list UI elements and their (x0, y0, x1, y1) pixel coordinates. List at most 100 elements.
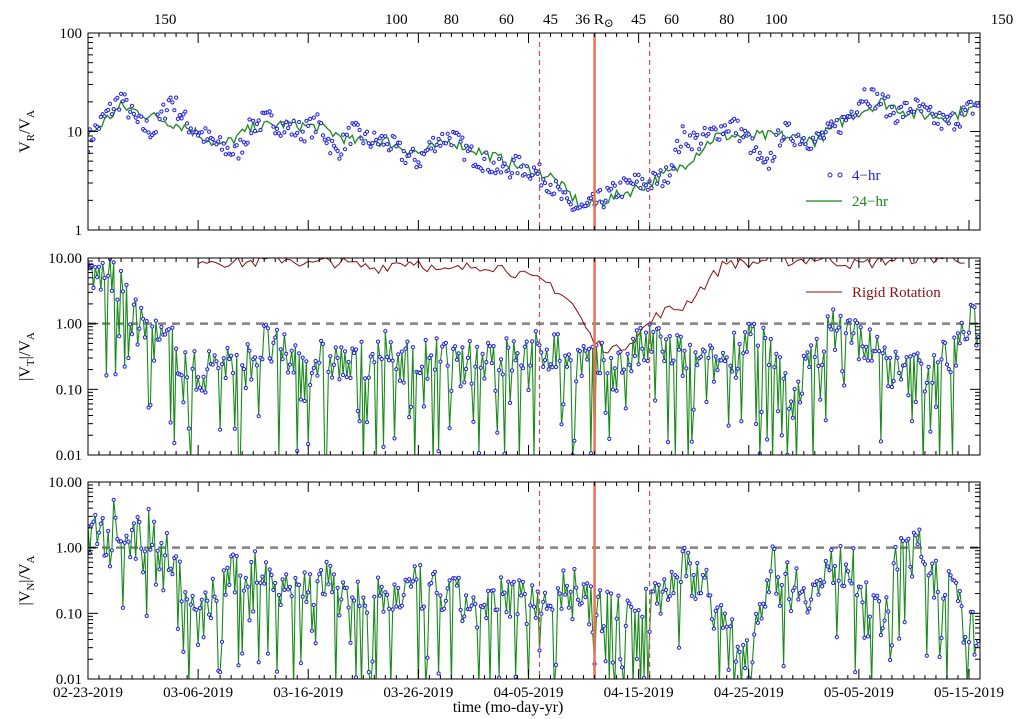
data-point (794, 566, 799, 571)
data-point (772, 365, 777, 370)
data-point (759, 409, 764, 414)
data-point (289, 132, 294, 137)
data-point (199, 597, 204, 602)
data-point (408, 404, 414, 409)
data-point (359, 136, 364, 141)
data-point (419, 364, 425, 369)
data-point (541, 177, 546, 182)
data-point (812, 139, 817, 144)
data-point (653, 171, 658, 176)
data-point (254, 121, 259, 127)
data-point (429, 146, 434, 151)
data-point (693, 596, 698, 602)
data-point (680, 373, 685, 378)
data-point (161, 102, 166, 107)
data-point (774, 132, 779, 137)
data-point (284, 120, 289, 125)
data-point (867, 327, 873, 332)
data-point (493, 388, 498, 393)
data-point (319, 338, 324, 343)
data-point (631, 182, 636, 187)
data-point (495, 607, 500, 612)
data-point (155, 112, 160, 117)
data-point (783, 371, 788, 376)
data-point (568, 358, 573, 363)
top-tick-label: 150 (991, 12, 1014, 28)
data-point (341, 580, 346, 585)
data-point (497, 156, 502, 161)
data-point (254, 363, 259, 368)
data-point (170, 572, 175, 577)
data-point (836, 325, 841, 330)
data-point (247, 618, 252, 623)
data-point (388, 147, 393, 152)
data-point (950, 111, 955, 116)
data-point (252, 355, 258, 360)
data-point (475, 344, 480, 349)
data-point (875, 91, 880, 97)
data-point (442, 606, 447, 611)
y-axis-label: |VT|/VA (17, 332, 37, 381)
data-point (761, 601, 766, 606)
data-point (414, 577, 419, 582)
data-point (462, 614, 467, 619)
data-point (429, 581, 434, 586)
data-point (522, 344, 527, 349)
data-point (161, 588, 166, 593)
data-point (834, 118, 839, 123)
legend-dot (827, 172, 833, 178)
y-tick-label: 0.01 (56, 448, 82, 464)
data-point (928, 571, 933, 576)
data-point (658, 611, 663, 616)
data-point (935, 121, 940, 126)
data-point (174, 95, 179, 100)
data-point (533, 168, 538, 173)
data-point (129, 527, 135, 533)
data-point (344, 132, 349, 137)
data-point (199, 388, 204, 393)
data-point (743, 330, 748, 335)
data-point (542, 590, 548, 596)
data-point (323, 460, 326, 463)
data-point (96, 264, 102, 269)
data-point (230, 152, 236, 157)
data-point (286, 126, 291, 131)
data-point (443, 340, 448, 345)
y-axis-label: |VN|/VA (17, 556, 37, 606)
data-point (410, 579, 415, 584)
data-point (256, 118, 261, 123)
data-point (539, 183, 544, 188)
data-point (383, 329, 388, 334)
data-point (746, 132, 751, 137)
data-point (120, 99, 126, 104)
data-point (667, 173, 672, 178)
data-point (120, 289, 126, 294)
data-point (262, 581, 267, 586)
data-point (827, 124, 832, 129)
data-point (311, 115, 316, 120)
data-point (691, 130, 696, 135)
x-tick-label: 02-23-2019 (53, 685, 123, 701)
data-point (810, 135, 816, 140)
panel-frame (87, 32, 981, 231)
data-point (719, 124, 724, 129)
data-point (825, 314, 830, 319)
data-point (360, 684, 363, 687)
data-point (739, 419, 744, 424)
data-point (660, 349, 665, 354)
data-point (816, 592, 821, 597)
data-point (199, 130, 204, 135)
legend-dot (837, 172, 843, 178)
data-point (366, 375, 371, 380)
data-point (183, 350, 188, 355)
data-point (504, 610, 509, 615)
data-point (273, 335, 278, 340)
data-point (781, 664, 786, 669)
data-point (550, 607, 555, 612)
data-point (528, 363, 533, 368)
data-point (120, 605, 126, 610)
data-point (570, 617, 575, 622)
panels-layer: 1 10 100 VR/VA 4−hr 24−hr 0.01 0.10 1.00 10.00 |VT… (17, 26, 981, 688)
data-point (875, 593, 880, 598)
data-point (392, 436, 397, 441)
